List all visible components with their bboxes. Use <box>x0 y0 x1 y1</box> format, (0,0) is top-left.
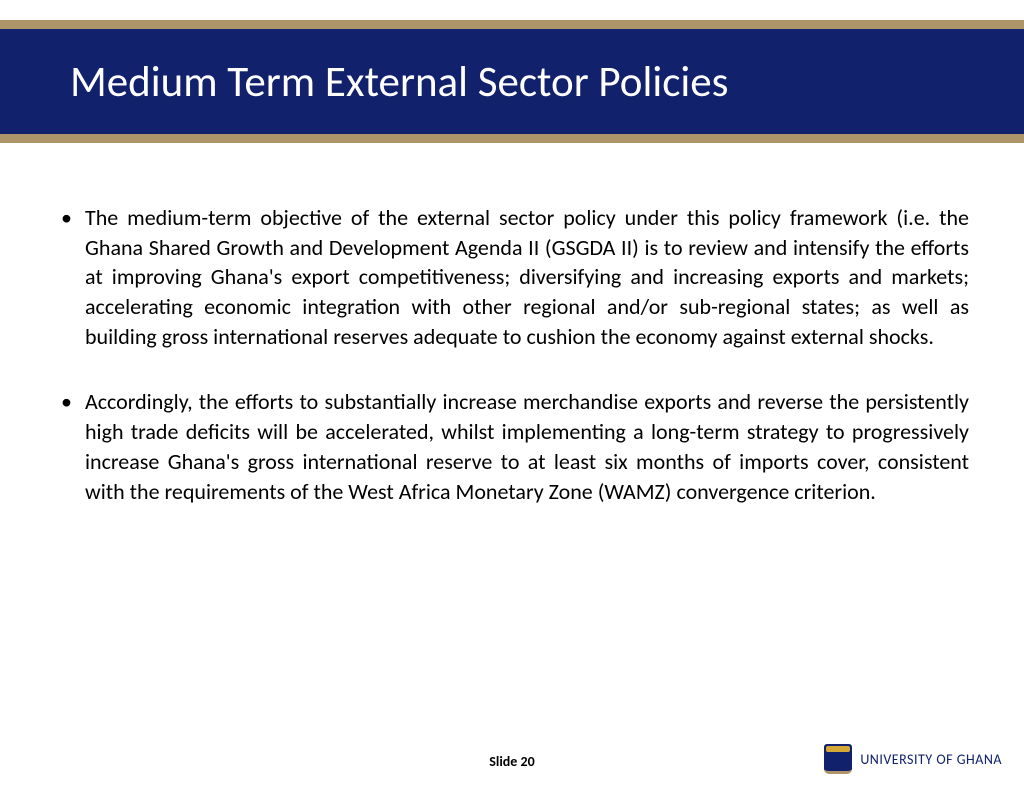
bullet-item: • Accordingly, the efforts to substantia… <box>55 387 969 506</box>
slide-title: Medium Term External Sector Policies <box>70 55 1024 108</box>
university-name: UNIVERSITY OF GHANA <box>860 751 1002 768</box>
bullet-text: Accordingly, the efforts to substantiall… <box>85 387 969 506</box>
title-bar: Medium Term External Sector Policies <box>0 20 1024 143</box>
university-branding: UNIVERSITY OF GHANA <box>824 744 1002 774</box>
university-crest-icon <box>824 744 852 774</box>
bullet-text: The medium-term objective of the externa… <box>85 203 969 351</box>
footer: Slide 20 UNIVERSITY OF GHANA <box>0 753 1024 770</box>
bullet-marker: • <box>55 387 85 506</box>
bullet-item: • The medium-term objective of the exter… <box>55 203 969 351</box>
content-area: • The medium-term objective of the exter… <box>0 143 1024 506</box>
bullet-marker: • <box>55 203 85 351</box>
